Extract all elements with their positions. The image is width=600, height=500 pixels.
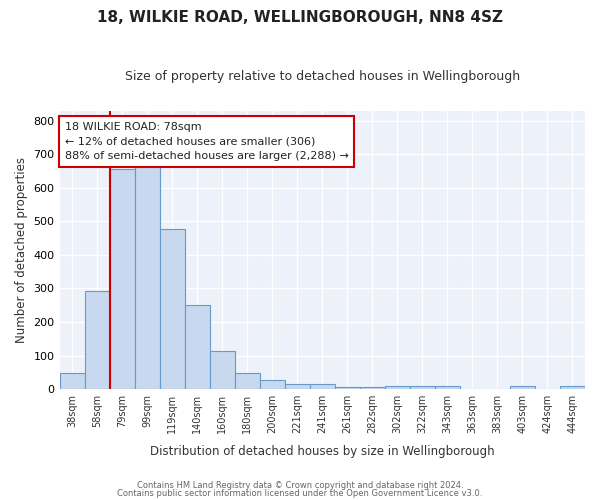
Text: 18, WILKIE ROAD, WELLINGBOROUGH, NN8 4SZ: 18, WILKIE ROAD, WELLINGBOROUGH, NN8 4SZ <box>97 10 503 25</box>
Bar <box>185 304 209 389</box>
Bar <box>260 380 285 389</box>
Bar <box>160 228 185 389</box>
Bar <box>209 351 235 389</box>
Bar <box>310 384 335 389</box>
Bar <box>410 386 435 389</box>
Bar <box>510 386 535 389</box>
Bar <box>285 384 310 389</box>
Bar <box>385 386 410 389</box>
Bar <box>435 386 460 389</box>
Bar <box>335 387 360 389</box>
Bar <box>360 388 385 389</box>
Bar <box>59 373 85 389</box>
X-axis label: Distribution of detached houses by size in Wellingborough: Distribution of detached houses by size … <box>150 444 494 458</box>
Title: Size of property relative to detached houses in Wellingborough: Size of property relative to detached ho… <box>125 70 520 83</box>
Bar <box>560 386 585 389</box>
Text: Contains public sector information licensed under the Open Government Licence v3: Contains public sector information licen… <box>118 488 482 498</box>
Bar <box>134 165 160 389</box>
Y-axis label: Number of detached properties: Number of detached properties <box>15 157 28 343</box>
Bar <box>235 373 260 389</box>
Text: Contains HM Land Registry data © Crown copyright and database right 2024.: Contains HM Land Registry data © Crown c… <box>137 481 463 490</box>
Bar <box>110 170 134 389</box>
Bar <box>85 291 110 389</box>
Text: 18 WILKIE ROAD: 78sqm
← 12% of detached houses are smaller (306)
88% of semi-det: 18 WILKIE ROAD: 78sqm ← 12% of detached … <box>65 122 349 162</box>
